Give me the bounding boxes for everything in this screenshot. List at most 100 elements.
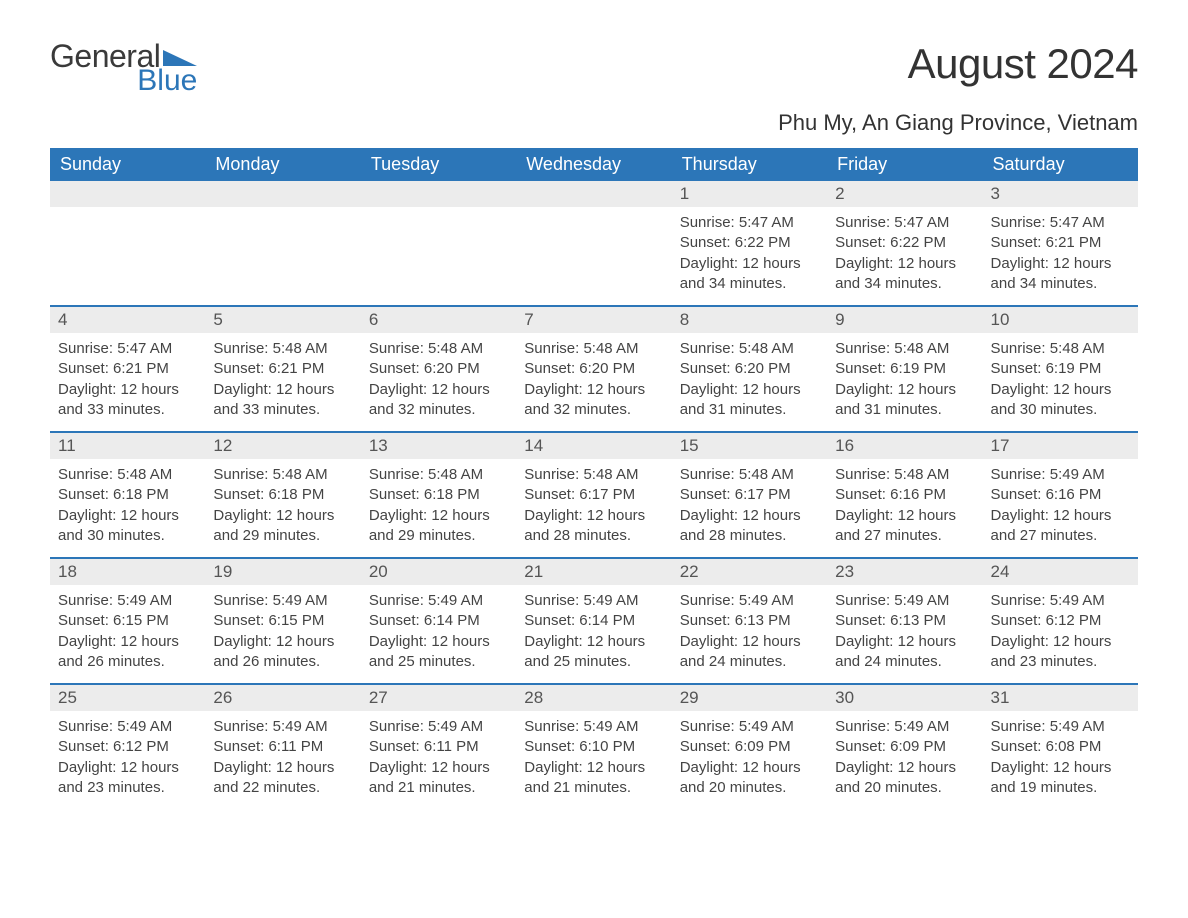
daylight-line-1: Daylight: 12 hours [524,758,663,778]
calendar-cell: 27Sunrise: 5:49 AMSunset: 6:11 PMDayligh… [361,685,516,809]
day-number: 17 [991,436,1010,455]
sunset-line: Sunset: 6:21 PM [213,359,352,379]
day-number: 16 [835,436,854,455]
sunset-line: Sunset: 6:16 PM [835,485,974,505]
daylight-line-1: Daylight: 12 hours [991,254,1130,274]
daylight-line-2: and 25 minutes. [524,652,663,672]
day-number-row: 15 [672,433,827,459]
day-body: Sunrise: 5:47 AMSunset: 6:21 PMDaylight:… [983,207,1138,304]
day-body: Sunrise: 5:49 AMSunset: 6:16 PMDaylight:… [983,459,1138,556]
calendar-cell: 16 Sunrise: 5:48 AMSunset: 6:16 PMDayligh… [827,433,982,557]
day-number: 5 [213,310,222,329]
day-number-row: 21 [516,559,671,585]
day-number-row: 6 [361,307,516,333]
daylight-line-1: Daylight: 12 hours [369,632,508,652]
weekday-sunday: Sunday [50,148,205,181]
sunset-line: Sunset: 6:11 PM [213,737,352,757]
day-body: Sunrise: 5:48 AMSunset: 6:17 PMDaylight:… [516,459,671,556]
day-number: 27 [369,688,388,707]
daylight-line-1: Daylight: 12 hours [524,380,663,400]
daylight-line-2: and 32 minutes. [524,400,663,420]
day-body: Sunrise: 5:48 AMSunset: 6:17 PMDaylight:… [672,459,827,556]
daylight-line-1: Daylight: 12 hours [680,380,819,400]
daylight-line-1: Daylight: 12 hours [213,632,352,652]
weekday-monday: Monday [205,148,360,181]
daylight-line-2: and 24 minutes. [680,652,819,672]
daylight-line-2: and 32 minutes. [369,400,508,420]
sunrise-line: Sunrise: 5:49 AM [680,591,819,611]
day-number: 20 [369,562,388,581]
day-number-row: 29 [672,685,827,711]
sunrise-line: Sunrise: 5:48 AM [213,465,352,485]
daylight-line-1: Daylight: 12 hours [835,758,974,778]
sunrise-line: Sunrise: 5:48 AM [369,339,508,359]
calendar-cell: 14Sunrise: 5:48 AMSunset: 6:17 PMDayligh… [516,433,671,557]
day-number-row: 8 [672,307,827,333]
sunset-line: Sunset: 6:16 PM [991,485,1130,505]
day-body: Sunrise: 5:48 AMSunset: 6:21 PMDaylight:… [205,333,360,430]
daylight-line-2: and 20 minutes. [680,778,819,798]
sunrise-line: Sunrise: 5:48 AM [835,339,974,359]
daylight-line-2: and 23 minutes. [58,778,197,798]
calendar-cell: 20 Sunrise: 5:49 AMSunset: 6:14 PMDayligh… [361,559,516,683]
sunrise-line: Sunrise: 5:49 AM [369,591,508,611]
calendar-cell: 22Sunrise: 5:49 AMSunset: 6:13 PMDayligh… [672,559,827,683]
sunset-line: Sunset: 6:12 PM [58,737,197,757]
calendar-cell: . [50,181,205,305]
day-body: Sunrise: 5:49 AMSunset: 6:12 PMDaylight:… [50,711,205,808]
day-body: Sunrise: 5:47 AMSunset: 6:22 PMDaylight:… [672,207,827,304]
day-body: Sunrise: 5:49 AMSunset: 6:08 PMDaylight:… [983,711,1138,808]
sunset-line: Sunset: 6:09 PM [680,737,819,757]
calendar-week: 18Sunrise: 5:49 AMSunset: 6:15 PMDayligh… [50,557,1138,683]
sunset-line: Sunset: 6:22 PM [680,233,819,253]
brand-word-2: Blue [110,66,197,96]
daylight-line-2: and 30 minutes. [58,526,197,546]
day-number: 8 [680,310,689,329]
daylight-line-2: and 33 minutes. [58,400,197,420]
sunset-line: Sunset: 6:10 PM [524,737,663,757]
day-number-row: 2 [827,181,982,207]
daylight-line-2: and 31 minutes. [680,400,819,420]
day-body: Sunrise: 5:49 AMSunset: 6:13 PMDaylight:… [672,585,827,682]
day-body: Sunrise: 5:48 AMSunset: 6:16 PMDaylight:… [827,459,982,556]
calendar-cell: 1Sunrise: 5:47 AMSunset: 6:22 PMDaylight… [672,181,827,305]
calendar-cell: 11Sunrise: 5:48 AMSunset: 6:18 PMDayligh… [50,433,205,557]
day-number: 31 [991,688,1010,707]
day-number-row: 18 [50,559,205,585]
day-body: Sunrise: 5:47 AMSunset: 6:22 PMDaylight:… [827,207,982,304]
daylight-line-2: and 26 minutes. [58,652,197,672]
day-body: Sunrise: 5:49 AMSunset: 6:14 PMDaylight:… [361,585,516,682]
day-number-row: 11 [50,433,205,459]
calendar-cell: 30Sunrise: 5:49 AMSunset: 6:09 PMDayligh… [827,685,982,809]
daylight-line-2: and 21 minutes. [524,778,663,798]
calendar-cell: 29Sunrise: 5:49 AMSunset: 6:09 PMDayligh… [672,685,827,809]
day-body: Sunrise: 5:48 AMSunset: 6:18 PMDaylight:… [205,459,360,556]
sunrise-line: Sunrise: 5:49 AM [213,591,352,611]
day-number-row: . [361,181,516,207]
day-number-row: 27 [361,685,516,711]
calendar-week: ....1Sunrise: 5:47 AMSunset: 6:22 PMDayl… [50,181,1138,305]
day-number: 24 [991,562,1010,581]
sunset-line: Sunset: 6:19 PM [991,359,1130,379]
day-number-row: 19 [205,559,360,585]
sunset-line: Sunset: 6:14 PM [524,611,663,631]
calendar-cell: . [361,181,516,305]
calendar-cell: 18Sunrise: 5:49 AMSunset: 6:15 PMDayligh… [50,559,205,683]
calendar-cell: 21Sunrise: 5:49 AMSunset: 6:14 PMDayligh… [516,559,671,683]
sunset-line: Sunset: 6:18 PM [58,485,197,505]
daylight-line-1: Daylight: 12 hours [58,506,197,526]
day-body: Sunrise: 5:48 AMSunset: 6:19 PMDaylight:… [827,333,982,430]
sunrise-line: Sunrise: 5:47 AM [58,339,197,359]
daylight-line-1: Daylight: 12 hours [58,632,197,652]
sunset-line: Sunset: 6:09 PM [835,737,974,757]
calendar-cell: 31 Sunrise: 5:49 AMSunset: 6:08 PMDayligh… [983,685,1138,809]
day-number: 19 [213,562,232,581]
day-number-row: 28 [516,685,671,711]
page-title: August 2024 [908,40,1138,88]
day-number: 10 [991,310,1010,329]
sunrise-line: Sunrise: 5:47 AM [835,213,974,233]
sunrise-line: Sunrise: 5:48 AM [524,465,663,485]
day-number-row: . [205,181,360,207]
calendar-cell: 26Sunrise: 5:49 AMSunset: 6:11 PMDayligh… [205,685,360,809]
day-body [361,207,516,223]
